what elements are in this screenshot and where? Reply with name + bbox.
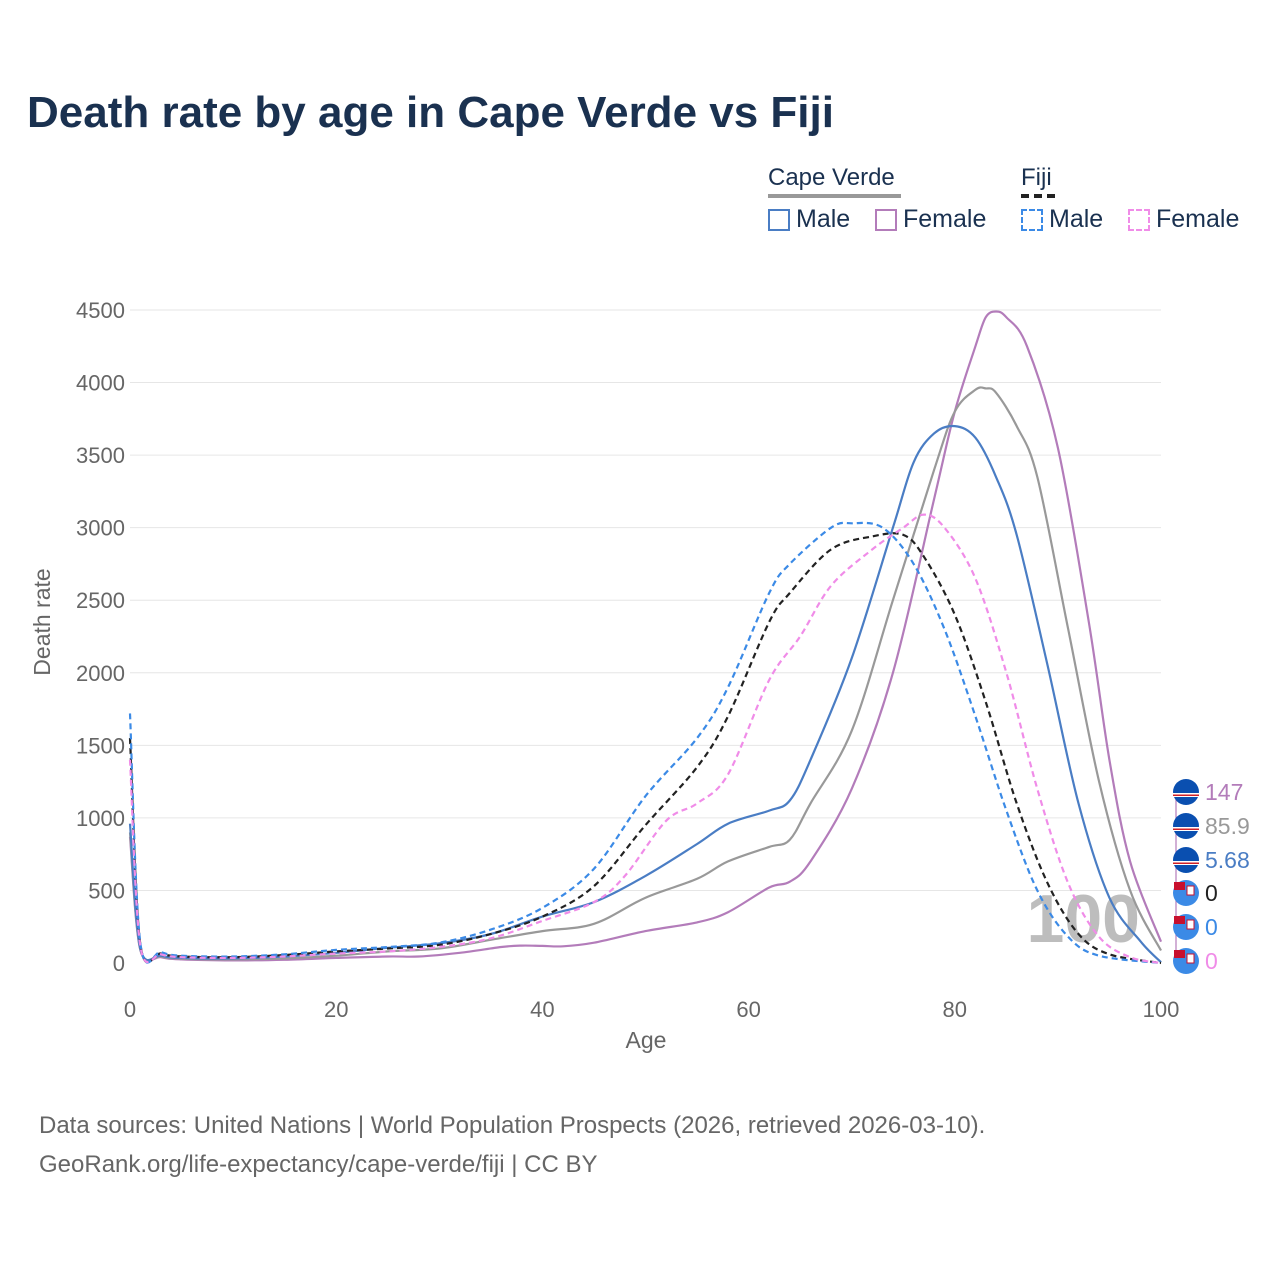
series-line-fj-female[interactable] [128, 513, 1162, 965]
y-tick-label: 1000 [76, 806, 125, 831]
end-labels: 147 85.9 5.68 0 0 0 [1173, 779, 1250, 974]
series-line-cv-male[interactable] [128, 424, 1162, 963]
end-label-cv-male: 5.68 [1173, 847, 1250, 873]
legend-group-fiji[interactable]: Fiji [1021, 164, 1055, 198]
legend-label-fiji-female: Female [1156, 205, 1240, 233]
end-label-fj-male: 0 [1173, 914, 1218, 940]
gridlines [130, 309, 1161, 891]
y-tick-label: 1500 [76, 733, 125, 758]
page-title: Death rate by age in Cape Verde vs Fiji [27, 88, 834, 137]
cape-verde-flag-red-stripe [1173, 828, 1199, 830]
series-line-cv-female[interactable] [128, 310, 1163, 962]
source-note: Data sources: United Nations | World Pop… [39, 1106, 985, 1184]
fiji-flag-shield [1186, 919, 1195, 930]
y-tick-label: 2000 [76, 661, 125, 686]
x-tick-label: 80 [943, 997, 967, 1022]
x-tick-label: 40 [530, 997, 554, 1022]
legend-label-cape-verde-male: Male [796, 205, 851, 233]
end-label-cv-female: 147 [1173, 779, 1243, 805]
cape-verde-flag-icon [1173, 847, 1199, 873]
fiji-flag-canton [1174, 916, 1185, 924]
fiji-flag-shield [1186, 885, 1195, 896]
series-line-cv-total[interactable] [128, 386, 1162, 962]
legend-item-cape-verde-male[interactable]: Male [768, 205, 850, 234]
legend-group-cape-verde-label: Cape Verde [768, 164, 895, 191]
end-label-value: 85.9 [1205, 813, 1250, 839]
end-label-cv-total: 85.9 [1173, 813, 1250, 839]
legend-label-fiji-male: Male [1049, 205, 1104, 233]
y-axis-ticks: 0 500 1000 1500 2000 2500 3000 3500 4000 4500 [76, 298, 125, 976]
y-tick-label: 3000 [76, 516, 125, 541]
end-label-value: 5.68 [1205, 847, 1250, 873]
legend-swatch-fiji-female [1128, 208, 1150, 231]
series-lines [128, 310, 1163, 965]
fiji-flag-canton [1174, 950, 1185, 958]
source-line-1: Data sources: United Nations | World Pop… [39, 1112, 986, 1139]
end-label-fj-total: 0 [1173, 880, 1218, 906]
y-axis-title: Death rate [29, 568, 55, 675]
x-axis-title: Age [626, 1027, 667, 1053]
cape-verde-flag-icon [1173, 779, 1199, 805]
y-tick-label: 500 [88, 878, 125, 903]
legend-swatch-cape-verde-male [768, 208, 790, 231]
fiji-flag-canton [1174, 882, 1185, 890]
legend-label-cape-verde-female: Female [903, 205, 987, 233]
end-label-value: 0 [1205, 914, 1218, 940]
x-tick-label: 100 [1143, 997, 1180, 1022]
legend-solid-line-swatch [768, 194, 901, 198]
x-tick-label: 20 [324, 997, 348, 1022]
y-tick-label: 4500 [76, 298, 125, 323]
legend-swatch-fiji-male [1021, 208, 1043, 231]
y-tick-label: 2500 [76, 588, 125, 613]
end-label-value: 147 [1205, 779, 1243, 805]
source-line-2[interactable]: GeoRank.org/life-expectancy/cape-verde/f… [39, 1151, 598, 1178]
x-axis-ticks: 0 20 40 60 80 100 [124, 997, 1179, 1022]
series-line-fj-male[interactable] [128, 521, 1162, 965]
cape-verde-flag-red-stripe [1173, 794, 1199, 796]
legend-item-cape-verde-female[interactable]: Female [875, 205, 986, 234]
end-label-fj-female: 0 [1173, 948, 1218, 974]
cape-verde-flag-icon [1173, 813, 1199, 839]
legend-group-fiji-label: Fiji [1021, 164, 1052, 191]
end-label-value: 0 [1205, 948, 1218, 974]
x-tick-label: 0 [124, 997, 136, 1022]
legend-item-fiji-female[interactable]: Female [1128, 205, 1239, 234]
cape-verde-flag-red-stripe [1173, 862, 1199, 864]
y-tick-label: 4000 [76, 371, 125, 396]
legend-item-fiji-male[interactable]: Male [1021, 205, 1103, 234]
y-tick-label: 0 [113, 951, 125, 976]
end-label-value: 0 [1205, 880, 1218, 906]
legend-dashed-line-swatch [1021, 194, 1055, 198]
legend-swatch-cape-verde-female [875, 208, 897, 231]
fiji-flag-shield [1186, 953, 1195, 964]
x-tick-label: 60 [736, 997, 760, 1022]
legend-group-cape-verde[interactable]: Cape Verde [768, 164, 901, 198]
y-tick-label: 3500 [76, 443, 125, 468]
